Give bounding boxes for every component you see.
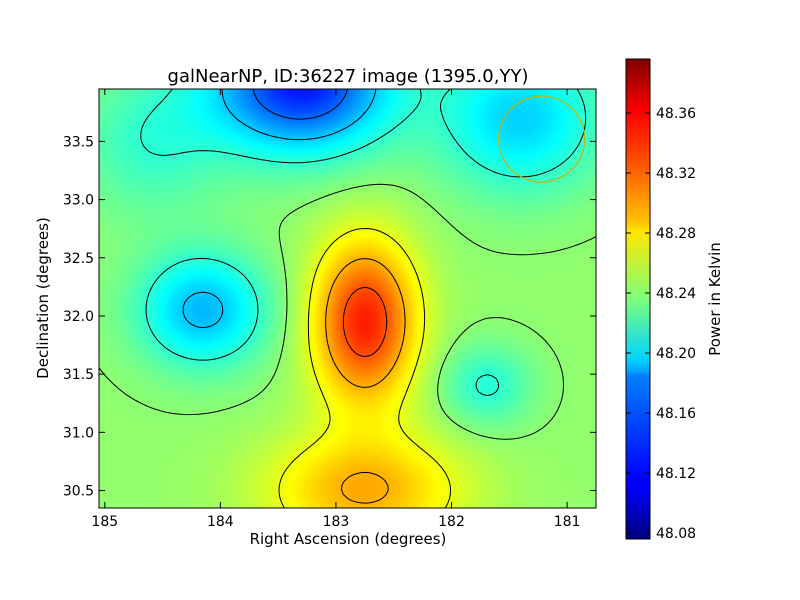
y-tick-label: 33.5 <box>63 134 94 150</box>
contour-level-4 <box>98 183 597 440</box>
contour-level-2 <box>182 88 377 329</box>
x-tick-label: 183 <box>323 514 350 530</box>
y-tick-label: 31.0 <box>63 425 94 441</box>
y-axis: 30.5 31.0 31.5 32.0 32.5 33.0 33.5 <box>63 134 596 500</box>
colorbar-tick-label: 48.20 <box>656 346 696 362</box>
beam-circle <box>498 95 586 183</box>
colorbar: 48.08 48.12 48.16 48.20 48.24 48.28 48.32 48.36… <box>625 58 724 542</box>
y-axis-label: Declination (degrees) <box>34 217 52 379</box>
contour-level-3 <box>140 88 587 396</box>
colorbar-ticks: 48.08 48.12 48.16 48.20 48.24 48.28 48.32 48.36 <box>626 106 696 542</box>
contour-level-5 <box>278 228 452 509</box>
x-tick-label: 185 <box>91 514 118 530</box>
plot-frame <box>98 88 597 509</box>
colorbar-tick-label: 48.24 <box>656 286 696 302</box>
colorbar-tick-label: 48.12 <box>656 466 696 482</box>
contour-level-7 <box>342 286 388 357</box>
x-axis: 185 184 183 182 181 <box>91 89 580 530</box>
colorbar-tick-label: 48.32 <box>656 166 696 182</box>
x-axis-label: Right Ascension (degrees) <box>250 530 447 548</box>
y-tick-label: 31.5 <box>63 367 94 383</box>
y-tick-label: 32.5 <box>63 251 94 267</box>
colorbar-tick-label: 48.36 <box>656 106 696 122</box>
y-tick-label: 33.0 <box>63 193 94 209</box>
colorbar-gradient <box>625 58 651 540</box>
colorbar-tick-label: 48.08 <box>656 526 696 542</box>
y-tick-label: 32.0 <box>63 309 94 325</box>
x-tick-label: 184 <box>207 514 234 530</box>
x-tick-label: 181 <box>554 514 581 530</box>
plot-area <box>98 88 597 509</box>
heatmap-image <box>99 89 596 508</box>
chart-title: galNearNP, ID:36227 image (1395.0,YY) <box>168 66 529 87</box>
contour-lines <box>98 88 597 509</box>
colorbar-label: Power in Kelvin <box>706 242 724 356</box>
contour-level-6 <box>325 258 406 504</box>
colorbar-tick-label: 48.16 <box>656 406 696 422</box>
contour-level-1 <box>252 88 348 120</box>
x-tick-label: 182 <box>438 514 465 530</box>
colorbar-tick-label: 48.28 <box>656 226 696 242</box>
y-tick-label: 30.5 <box>63 484 94 500</box>
